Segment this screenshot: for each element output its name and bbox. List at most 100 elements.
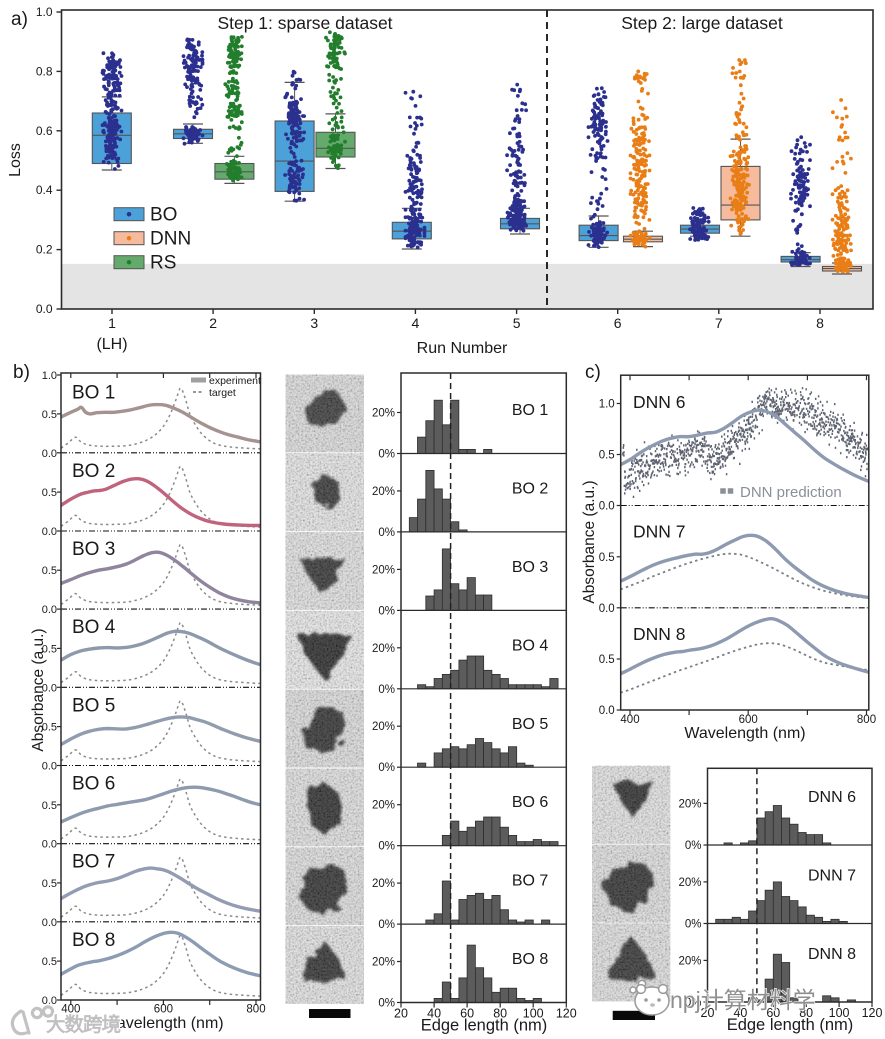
svg-text:(LH): (LH) bbox=[96, 336, 127, 353]
svg-text:0.5: 0.5 bbox=[42, 800, 57, 812]
svg-text:20%: 20% bbox=[372, 957, 395, 969]
svg-text:0.0: 0.0 bbox=[42, 682, 57, 694]
svg-text:0%: 0% bbox=[378, 449, 395, 461]
svg-text:BO 1: BO 1 bbox=[512, 402, 549, 419]
svg-text:6: 6 bbox=[614, 315, 622, 331]
svg-text:0%: 0% bbox=[685, 919, 702, 931]
svg-text:120: 120 bbox=[862, 1006, 883, 1020]
svg-text:Absorbance (a.u.): Absorbance (a.u.) bbox=[30, 628, 47, 751]
svg-text:Wavelength (nm): Wavelength (nm) bbox=[684, 725, 805, 742]
svg-text:0.0: 0.0 bbox=[42, 917, 57, 929]
svg-text:0%: 0% bbox=[378, 841, 395, 853]
svg-text:3: 3 bbox=[310, 315, 318, 331]
svg-text:0.8: 0.8 bbox=[36, 64, 53, 78]
svg-text:0.0: 0.0 bbox=[599, 705, 615, 717]
svg-text:0.5: 0.5 bbox=[42, 956, 57, 968]
svg-text:40: 40 bbox=[733, 1006, 747, 1020]
svg-text:RS: RS bbox=[150, 253, 176, 274]
svg-text:60: 60 bbox=[766, 1006, 780, 1020]
svg-text:20%: 20% bbox=[372, 721, 395, 733]
svg-text:DNN 8: DNN 8 bbox=[633, 624, 686, 644]
svg-text:Step 2: large dataset: Step 2: large dataset bbox=[621, 13, 783, 33]
svg-text:80: 80 bbox=[493, 1007, 507, 1021]
svg-text:20%: 20% bbox=[372, 408, 395, 420]
svg-text:b): b) bbox=[13, 362, 30, 383]
svg-text:Run Number: Run Number bbox=[417, 340, 508, 357]
svg-text:400: 400 bbox=[61, 1004, 80, 1016]
svg-text:0.5: 0.5 bbox=[599, 654, 615, 666]
svg-text:1.0: 1.0 bbox=[36, 5, 53, 19]
svg-text:5: 5 bbox=[513, 315, 521, 331]
svg-text:Wavelength (nm): Wavelength (nm) bbox=[102, 1015, 223, 1032]
svg-text:0.0: 0.0 bbox=[599, 603, 615, 615]
svg-text:0.5: 0.5 bbox=[42, 722, 57, 734]
svg-text:0%: 0% bbox=[685, 840, 702, 852]
svg-text:BO 2: BO 2 bbox=[512, 481, 549, 498]
svg-text:0.4: 0.4 bbox=[36, 183, 53, 197]
svg-text:7: 7 bbox=[715, 315, 723, 331]
svg-text:0%: 0% bbox=[378, 684, 395, 696]
svg-text:600: 600 bbox=[739, 714, 758, 726]
svg-text:0.0: 0.0 bbox=[42, 604, 57, 616]
svg-text:0.2: 0.2 bbox=[36, 243, 53, 257]
svg-text:BO 2: BO 2 bbox=[72, 461, 115, 482]
svg-text:BO 7: BO 7 bbox=[512, 873, 549, 890]
svg-text:大数跨境: 大数跨境 bbox=[46, 1013, 121, 1036]
svg-text:BO 3: BO 3 bbox=[512, 559, 549, 576]
svg-text:c): c) bbox=[585, 362, 601, 383]
svg-text:20%: 20% bbox=[678, 955, 701, 967]
svg-text:100: 100 bbox=[829, 1006, 850, 1020]
svg-text:BO 4: BO 4 bbox=[512, 637, 549, 654]
svg-text:80: 80 bbox=[799, 1006, 813, 1020]
svg-text:0%: 0% bbox=[378, 527, 395, 539]
svg-text:0.0: 0.0 bbox=[42, 448, 57, 460]
svg-text:BO 1: BO 1 bbox=[72, 383, 115, 404]
svg-text:20%: 20% bbox=[372, 564, 395, 576]
svg-text:Loss: Loss bbox=[7, 143, 24, 177]
svg-text:0%: 0% bbox=[685, 997, 702, 1009]
svg-text:DNN 7: DNN 7 bbox=[808, 868, 856, 885]
svg-text:120: 120 bbox=[556, 1007, 577, 1021]
svg-text:0.0: 0.0 bbox=[42, 839, 57, 851]
svg-text:DNN 6: DNN 6 bbox=[808, 789, 856, 806]
svg-text:BO 7: BO 7 bbox=[72, 852, 115, 873]
svg-text:0.5: 0.5 bbox=[42, 409, 57, 421]
svg-text:npj计算材料学: npj计算材料学 bbox=[670, 987, 816, 1013]
svg-text:0.0: 0.0 bbox=[42, 761, 57, 773]
svg-text:BO: BO bbox=[150, 205, 177, 226]
svg-text:Absorbance (a.u.): Absorbance (a.u.) bbox=[581, 480, 598, 603]
svg-text:800: 800 bbox=[246, 1004, 265, 1016]
svg-text:4: 4 bbox=[412, 315, 420, 331]
svg-text:BO 5: BO 5 bbox=[72, 695, 115, 716]
svg-text:a): a) bbox=[11, 9, 28, 30]
svg-text:0.5: 0.5 bbox=[42, 878, 57, 890]
svg-text:DNN: DNN bbox=[150, 229, 191, 250]
svg-text:60: 60 bbox=[460, 1007, 474, 1021]
svg-text:40: 40 bbox=[427, 1007, 441, 1021]
svg-text:DNN 8: DNN 8 bbox=[808, 946, 856, 963]
svg-text:400: 400 bbox=[620, 714, 639, 726]
svg-text:20%: 20% bbox=[678, 877, 701, 889]
svg-text:20: 20 bbox=[394, 1007, 408, 1021]
svg-text:DNN 7: DNN 7 bbox=[633, 522, 686, 542]
svg-text:0.0: 0.0 bbox=[42, 995, 57, 1007]
svg-text:600: 600 bbox=[154, 1004, 173, 1016]
svg-text:20%: 20% bbox=[372, 643, 395, 655]
svg-text:BO 4: BO 4 bbox=[72, 617, 116, 638]
svg-text:20%: 20% bbox=[372, 486, 395, 498]
svg-text:100: 100 bbox=[523, 1007, 544, 1021]
svg-text:800: 800 bbox=[857, 714, 876, 726]
svg-text:Step 1: sparse dataset: Step 1: sparse dataset bbox=[217, 13, 392, 33]
svg-text:0.0: 0.0 bbox=[599, 501, 615, 513]
svg-text:BO 6: BO 6 bbox=[72, 774, 115, 795]
svg-text:DNN prediction: DNN prediction bbox=[740, 484, 842, 501]
svg-text:0.5: 0.5 bbox=[599, 552, 615, 564]
svg-text:20: 20 bbox=[701, 1006, 715, 1020]
svg-text:BO 3: BO 3 bbox=[72, 539, 115, 560]
svg-text:1.0: 1.0 bbox=[599, 399, 615, 411]
svg-text:0%: 0% bbox=[378, 998, 395, 1010]
svg-text:target: target bbox=[209, 387, 236, 399]
svg-text:Edge length (nm): Edge length (nm) bbox=[421, 1017, 548, 1035]
svg-text:Edge length (nm): Edge length (nm) bbox=[727, 1016, 854, 1034]
svg-text:0.5: 0.5 bbox=[42, 565, 57, 577]
